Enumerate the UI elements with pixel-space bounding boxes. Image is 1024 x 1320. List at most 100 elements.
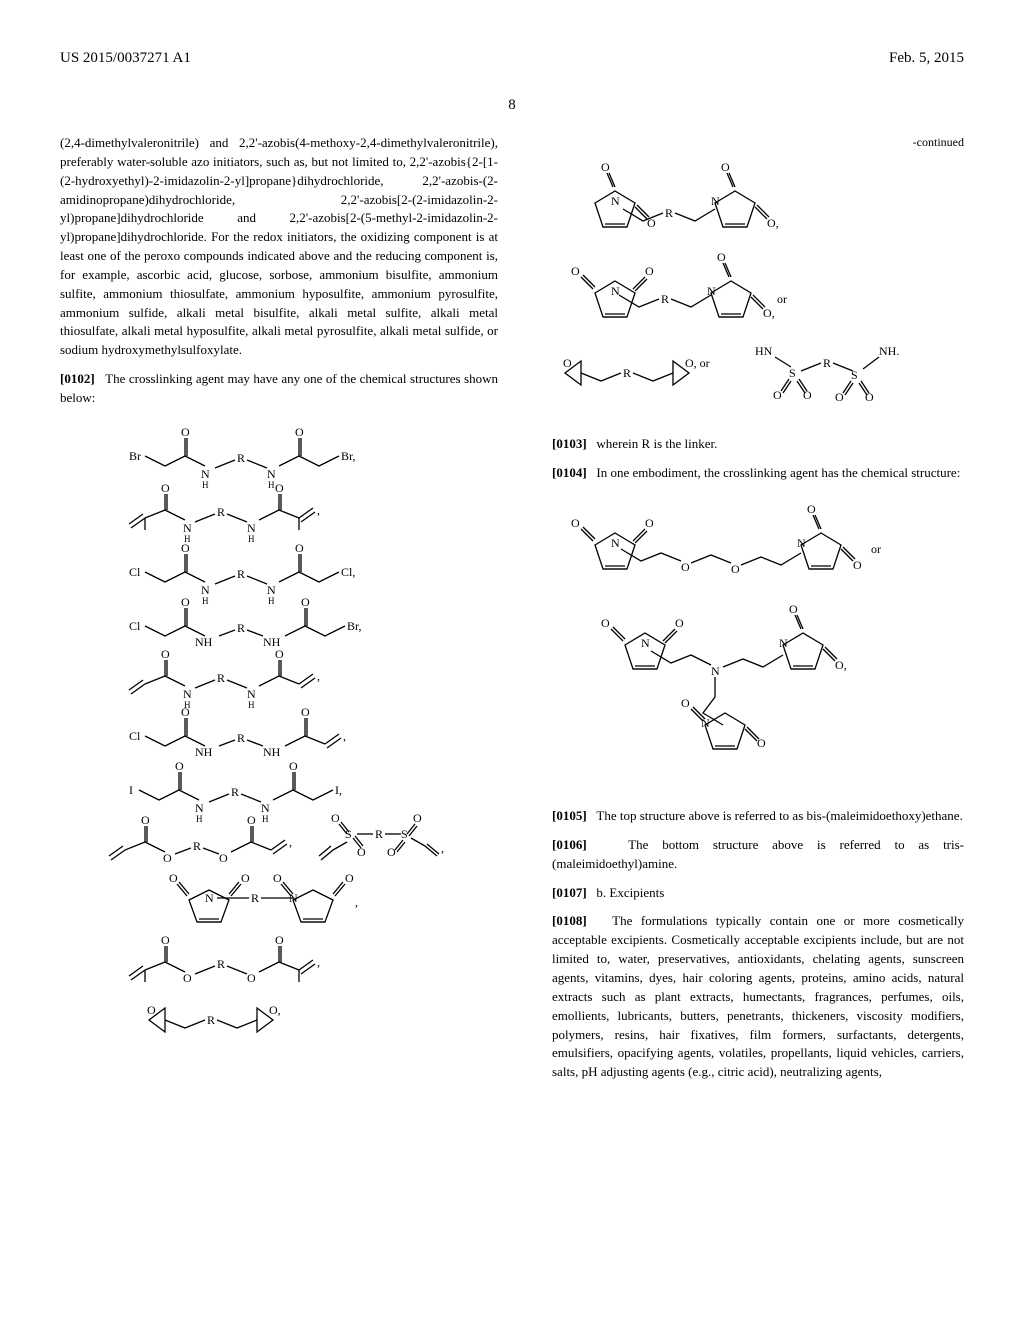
para-number: [0107] <box>552 885 587 900</box>
svg-text:N: N <box>247 687 256 701</box>
para-text: wherein R is the linker. <box>596 436 717 451</box>
svg-text:N: N <box>201 467 210 481</box>
para-number: [0106] <box>552 837 587 852</box>
svg-text:O: O <box>181 425 190 439</box>
svg-text:O: O <box>289 759 298 773</box>
svg-text:N: N <box>205 891 214 905</box>
svg-text:O: O <box>563 356 572 370</box>
page-number: 8 <box>60 97 964 114</box>
svg-text:O: O <box>789 602 798 616</box>
svg-text:R: R <box>237 731 245 745</box>
chemical-structures-right-top: N O O R N O <box>526 163 964 423</box>
svg-text:O: O <box>275 647 284 661</box>
chemical-structures-right-middle: N O O O O N <box>526 495 964 795</box>
svg-text:Cl,: Cl, <box>341 565 355 579</box>
para-number: [0104] <box>552 465 587 480</box>
svg-text:O: O <box>181 541 190 555</box>
svg-text:HN: HN <box>755 344 773 358</box>
left-column: (2,4-dimethylvaleronitrile) and 2,2'-azo… <box>60 134 498 1092</box>
svg-text:R: R <box>217 505 225 519</box>
svg-text:O,: O, <box>767 216 779 230</box>
svg-text:O: O <box>413 811 422 825</box>
svg-text:H: H <box>248 534 255 544</box>
svg-text:O: O <box>295 425 304 439</box>
para-text: The bottom structure above is referred t… <box>552 837 964 871</box>
svg-text:O: O <box>175 759 184 773</box>
svg-text:H: H <box>202 480 209 490</box>
svg-text:N: N <box>779 636 788 650</box>
svg-text:O: O <box>645 516 654 530</box>
svg-text:,: , <box>441 841 444 855</box>
para-number: [0103] <box>552 436 587 451</box>
svg-text:O: O <box>181 705 190 719</box>
svg-text:N: N <box>247 521 256 535</box>
svg-text:O: O <box>345 871 354 885</box>
svg-text:N: N <box>707 284 716 298</box>
svg-text:O: O <box>865 390 874 404</box>
svg-text:N: N <box>641 636 650 650</box>
paragraph-0106: [0106] The bottom structure above is ref… <box>526 836 964 874</box>
svg-text:O: O <box>163 851 172 865</box>
svg-text:N: N <box>267 583 276 597</box>
svg-text:O: O <box>273 871 282 885</box>
svg-text:R: R <box>193 839 201 853</box>
svg-text:R: R <box>237 621 245 635</box>
svg-text:O: O <box>601 616 610 630</box>
svg-text:N: N <box>183 521 192 535</box>
svg-text:H: H <box>268 596 275 606</box>
svg-text:O: O <box>161 481 170 495</box>
svg-text:O: O <box>275 933 284 947</box>
svg-text:N: N <box>711 664 720 678</box>
paragraph-0103: [0103] wherein R is the linker. <box>526 435 964 454</box>
svg-text:N: N <box>711 194 720 208</box>
svg-text:O: O <box>731 562 740 576</box>
svg-text:O: O <box>147 1003 156 1017</box>
svg-text:O: O <box>681 560 690 574</box>
paragraph-0108: [0108] The formulations typically contai… <box>526 912 964 1082</box>
svg-text:O: O <box>219 851 228 865</box>
svg-text:O: O <box>645 264 654 278</box>
svg-text:O: O <box>601 163 610 174</box>
svg-text:H: H <box>202 596 209 606</box>
svg-text:N: N <box>701 716 710 730</box>
svg-text:O: O <box>387 845 396 859</box>
continued-label: -continued <box>526 134 964 151</box>
svg-text:,: , <box>317 669 320 683</box>
svg-text:O: O <box>275 481 284 495</box>
svg-text:O: O <box>295 541 304 555</box>
svg-text:NH: NH <box>195 635 213 649</box>
svg-text:,: , <box>289 835 292 849</box>
svg-text:R: R <box>217 957 225 971</box>
para-number: [0108] <box>552 913 587 928</box>
svg-text:I: I <box>129 783 133 797</box>
svg-text:,: , <box>343 729 346 743</box>
publication-date: Feb. 5, 2015 <box>889 50 964 67</box>
svg-text:O: O <box>161 647 170 661</box>
paragraph-0102: [0102] The crosslinking agent may have a… <box>60 370 498 408</box>
svg-text:O: O <box>183 971 192 985</box>
svg-text:or: or <box>871 542 881 556</box>
para-text: The formulations typically contain one o… <box>552 913 964 1079</box>
svg-text:O: O <box>571 264 580 278</box>
svg-text:,: , <box>355 895 358 909</box>
svg-text:or: or <box>777 292 787 306</box>
svg-text:O: O <box>141 813 150 827</box>
svg-text:R: R <box>823 356 831 370</box>
svg-text:H: H <box>248 700 255 710</box>
svg-text:O: O <box>241 871 250 885</box>
svg-text:O: O <box>301 705 310 719</box>
paragraph-0105: [0105] The top structure above is referr… <box>526 807 964 826</box>
svg-text:N: N <box>611 536 620 550</box>
svg-text:NH.: NH. <box>879 344 899 358</box>
svg-text:N: N <box>797 536 806 550</box>
svg-text:Cl: Cl <box>129 565 141 579</box>
svg-text:N: N <box>611 284 620 298</box>
svg-text:O: O <box>681 696 690 710</box>
svg-text:NH: NH <box>263 745 281 759</box>
svg-text:N: N <box>289 891 298 905</box>
svg-text:O: O <box>773 388 782 402</box>
svg-text:H: H <box>262 814 269 824</box>
para-text: The top structure above is referred to a… <box>596 808 962 823</box>
svg-text:R: R <box>623 366 631 380</box>
svg-text:R: R <box>251 891 259 905</box>
